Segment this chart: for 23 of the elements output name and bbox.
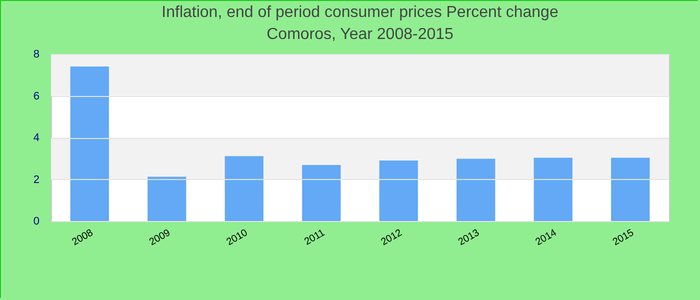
x-tick-label: 2011 [302,227,328,248]
bar [611,158,650,221]
y-tick-label: 0 [33,216,40,228]
bar [379,160,418,221]
x-tick-label: 2010 [224,227,250,248]
x-tick-label: 2009 [148,227,173,248]
bar [224,156,264,221]
bar [302,165,341,221]
x-tick-label: 2015 [611,227,636,248]
x-tick-label: 2013 [456,227,482,248]
bar [148,176,186,221]
bar [70,66,109,221]
chart-subtitle: Comoros, Year 2008-2015 [266,26,454,43]
chart-title: Inflation, end of period consumer prices Percent change [162,4,558,21]
bar [534,158,572,221]
y-tick-label: 4 [33,132,40,144]
x-tick-label: 2014 [534,227,559,248]
y-tick-label: 8 [33,48,40,60]
y-tick-label: 2 [33,174,40,186]
y-tick-label: 6 [33,90,40,102]
x-tick-label: 2008 [70,227,96,248]
x-tick-label: 2012 [379,227,404,248]
bar [456,158,496,221]
